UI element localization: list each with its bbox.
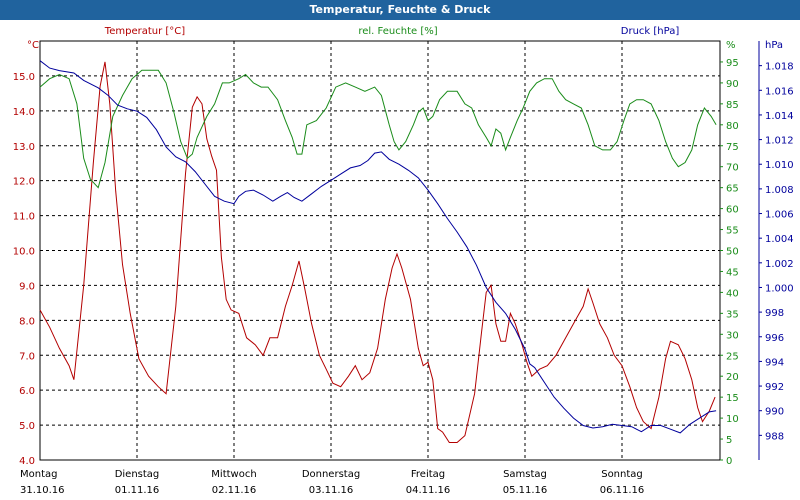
x-tick-date: 02.11.16 xyxy=(212,485,257,496)
humidity-tick-label: 90 xyxy=(726,79,739,90)
humidity-tick-label: 45 xyxy=(726,267,739,278)
temp-tick-label: 13.0 xyxy=(13,142,35,153)
humidity-tick-label: 10 xyxy=(726,414,739,425)
pressure-tick-label: 1.018 xyxy=(765,62,794,73)
series-line-humidity xyxy=(39,69,717,189)
x-tick-date: 04.11.16 xyxy=(406,485,451,496)
temp-unit: °C xyxy=(27,40,39,51)
axis-labels: °C Temperatur [°C] rel. Feuchte [%]% Druck … xyxy=(27,26,783,51)
axis-ticks: 15.0 14.0 13.0 12.0 11.0 10.0 9.0 8.0 7.0 6.0 5.0 4… xyxy=(13,58,794,496)
temp-tick-label: 9.0 xyxy=(19,281,35,292)
humidity-tick-label: 25 xyxy=(726,351,739,362)
pressure-tick-label: 994 xyxy=(765,357,784,368)
pressure-tick-label: 992 xyxy=(765,382,784,393)
x-tick-day: Mittwoch xyxy=(211,469,256,480)
x-tick-day: Freitag xyxy=(411,469,445,480)
temp-tick-label: 15.0 xyxy=(13,72,35,83)
humidity-tick-label: 75 xyxy=(726,142,739,153)
pressure-tick-label: 1.006 xyxy=(765,210,794,221)
humidity-tick-label: 85 xyxy=(726,100,739,111)
x-tick-date: 31.10.16 xyxy=(20,485,65,496)
pressure-tick-label: 1.012 xyxy=(765,136,794,147)
humidity-tick-label: 60 xyxy=(726,205,739,216)
humidity-tick-label: 35 xyxy=(726,309,739,320)
pressure-tick-label: 1.000 xyxy=(765,283,794,294)
temp-tick-label: 11.0 xyxy=(13,212,35,223)
x-tick-day: Donnerstag xyxy=(302,469,360,480)
pressure-tick-label: 996 xyxy=(765,333,784,344)
humidity-tick-label: 55 xyxy=(726,226,739,237)
chart-title: Temperatur, Feuchte & Druck xyxy=(0,0,800,20)
humidity-tick-label: 20 xyxy=(726,372,739,383)
humidity-unit: % xyxy=(726,40,736,51)
pressure-tick-label: 1.016 xyxy=(765,86,794,97)
pressure-tick-label: 1.014 xyxy=(765,111,794,122)
pressure-tick-label: 998 xyxy=(765,308,784,319)
pressure-tick-label: 1.010 xyxy=(765,160,794,171)
x-tick-day: Samstag xyxy=(503,469,547,480)
x-tick-day: Dienstag xyxy=(115,469,160,480)
humidity-tick-label: 65 xyxy=(726,184,739,195)
pressure-axis-label: Druck [hPa] xyxy=(621,26,680,37)
x-tick-date: 05.11.16 xyxy=(503,485,548,496)
humidity-tick-label: 15 xyxy=(726,393,739,404)
x-tick-date: 06.11.16 xyxy=(600,485,645,496)
pressure-tick-label: 1.008 xyxy=(765,185,794,196)
humidity-tick-label: 5 xyxy=(726,435,732,446)
temp-tick-label: 7.0 xyxy=(19,351,35,362)
humidity-tick-label: 95 xyxy=(726,58,739,69)
humidity-tick-label: 40 xyxy=(726,288,739,299)
temp-tick-label: 6.0 xyxy=(19,386,35,397)
x-tick-date: 01.11.16 xyxy=(115,485,160,496)
humidity-tick-label: 30 xyxy=(726,330,739,341)
pressure-tick-label: 1.004 xyxy=(765,234,794,245)
pressure-tick-label: 988 xyxy=(765,431,784,442)
x-tick-day: Sonntag xyxy=(601,469,643,480)
x-tick-date: 03.11.16 xyxy=(309,485,354,496)
humidity-tick-label: 70 xyxy=(726,163,739,174)
series-line-temp xyxy=(39,61,716,443)
humidity-axis-label: rel. Feuchte [%] xyxy=(358,26,437,37)
temp-tick-label: 12.0 xyxy=(13,177,35,188)
series-lines xyxy=(39,60,717,443)
temp-tick-label: 14.0 xyxy=(13,107,35,118)
temp-tick-label: 5.0 xyxy=(19,421,35,432)
grid xyxy=(40,41,720,460)
temp-axis-label: Temperatur [°C] xyxy=(104,26,185,37)
x-tick-day: Montag xyxy=(20,469,57,480)
temp-tick-label: 4.0 xyxy=(19,456,35,467)
humidity-tick-label: 0 xyxy=(726,456,732,467)
humidity-tick-label: 80 xyxy=(726,121,739,132)
pressure-tick-label: 990 xyxy=(765,407,784,418)
pressure-unit: hPa xyxy=(765,40,783,51)
humidity-tick-label: 50 xyxy=(726,247,739,258)
temp-tick-label: 10.0 xyxy=(13,247,35,258)
series-line-pressure xyxy=(39,60,717,434)
pressure-tick-label: 1.002 xyxy=(765,259,794,270)
temp-tick-label: 8.0 xyxy=(19,316,35,327)
